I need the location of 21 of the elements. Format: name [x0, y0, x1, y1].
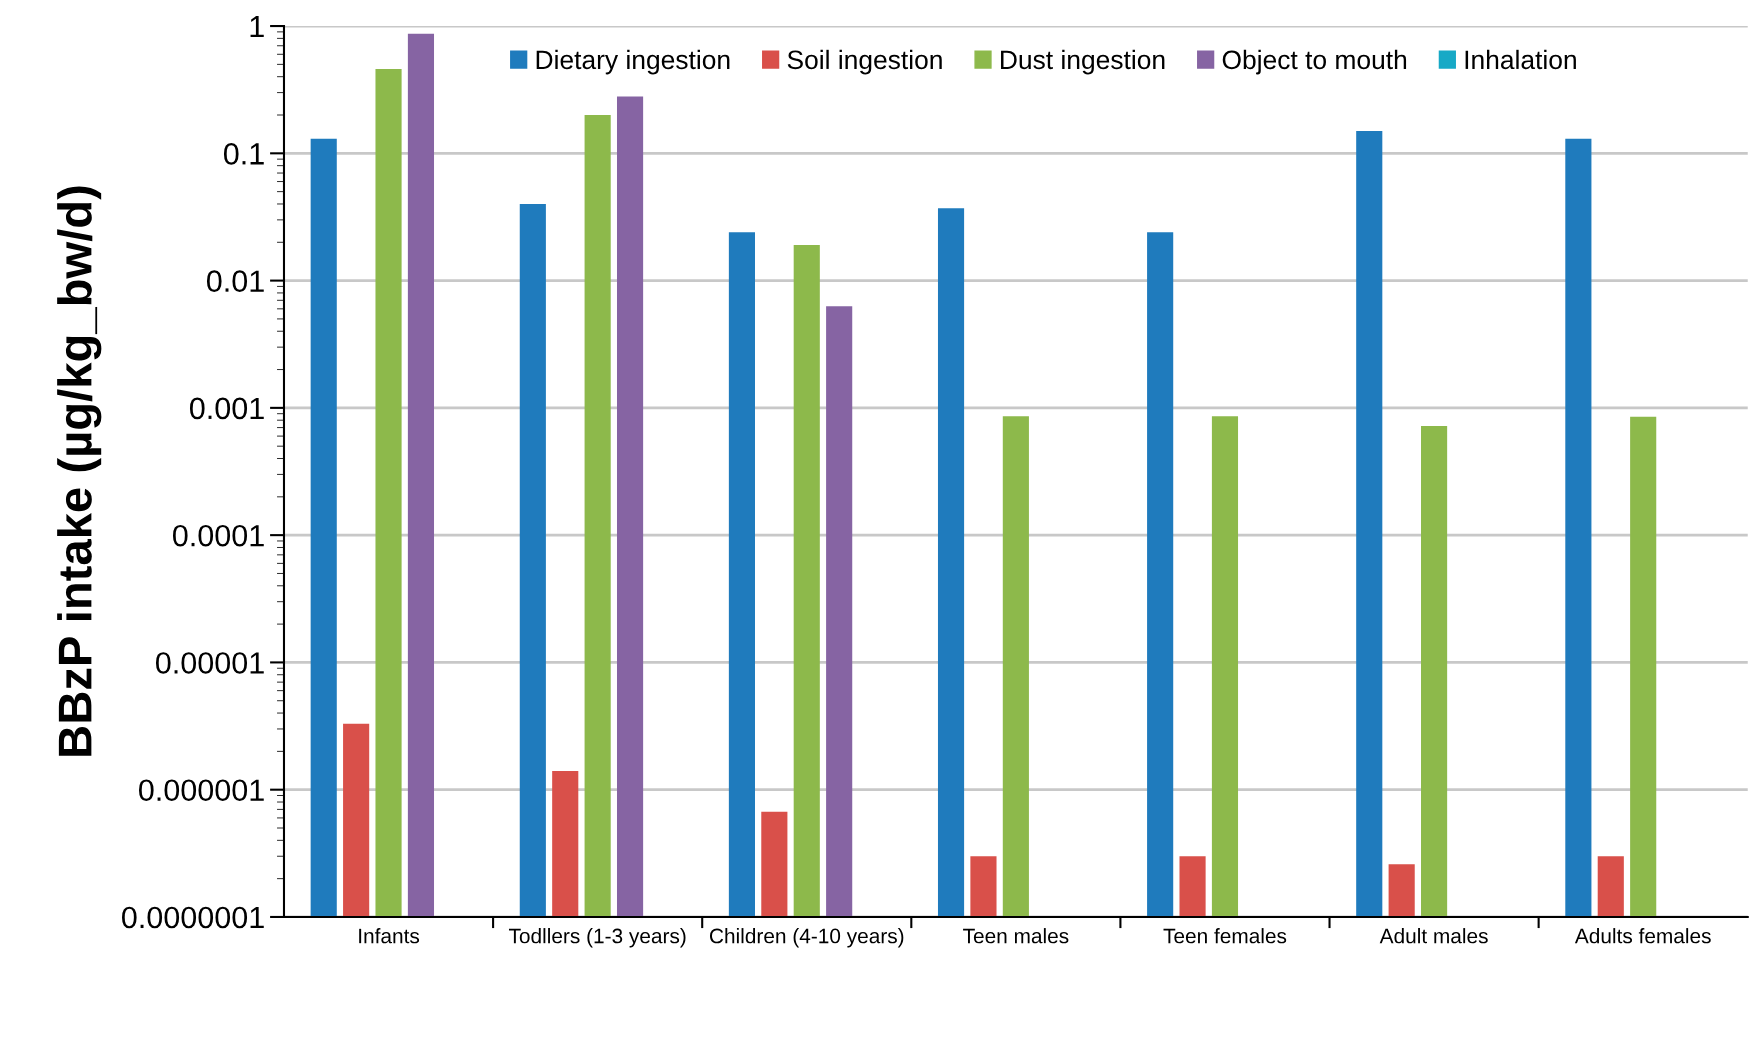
y-tick-label: 0.1 [223, 143, 264, 165]
y-tick-label: 0.0001 [172, 524, 264, 547]
x-tick-label: Teen females [1163, 928, 1287, 944]
x-tick-label: Children (4-10 years) [709, 928, 904, 948]
legend-label: Inhalation [1465, 49, 1576, 70]
legend-label: Object to mouth [1222, 49, 1407, 75]
legend-label: Dietary ingestion [536, 49, 730, 75]
y-tick-label: 0.001 [189, 397, 264, 420]
x-tick-label: Infants [359, 928, 420, 944]
y-tick-label: 0.0000001 [122, 906, 264, 929]
x-tick-label: Adults females [1574, 928, 1711, 944]
y-tick-label: 0.00001 [155, 652, 264, 674]
legend-label: Soil ingestion [787, 49, 942, 75]
legend-label: Dust ingestion [1001, 49, 1165, 75]
y-tick-label: 1 [250, 16, 264, 38]
x-tick-label: Adult males [1379, 928, 1488, 944]
x-tick-label: Teen males [963, 928, 1069, 944]
x-tick-label: Todllers (1-3 years) [508, 928, 686, 948]
y-tick-label: 0.000001 [139, 779, 264, 802]
y-tick-label: 0.01 [206, 270, 264, 292]
y-axis-title: BBzP intake (µg/kg_bw/d) [57, 186, 102, 756]
